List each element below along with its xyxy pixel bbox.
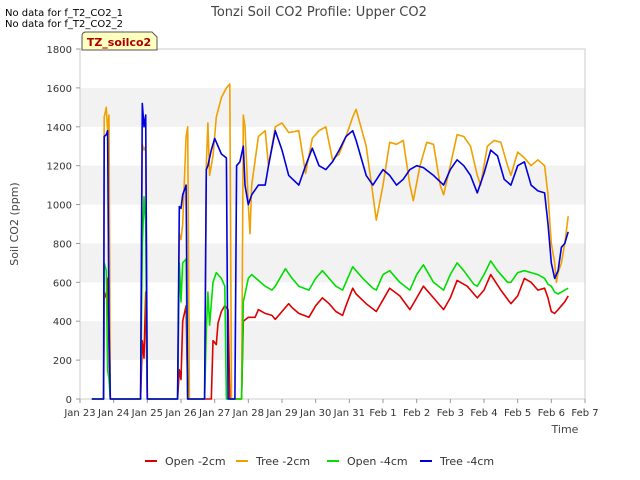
no-data-note-1: No data for f_T2_CO2_1 <box>5 8 123 19</box>
y-tick-label: 400 <box>53 317 72 328</box>
y-tick-label: 1200 <box>47 162 72 173</box>
x-tick-label: Jan 26 <box>164 408 196 419</box>
grid-bands <box>80 87 585 361</box>
plot-frame <box>79 48 586 400</box>
x-tick-label: Feb 5 <box>504 408 531 419</box>
legend-label: Open -2cm <box>165 455 226 468</box>
x-tick-label: Feb 7 <box>571 408 598 419</box>
series-line-open-4cm <box>91 196 569 400</box>
y-tick-label: 1600 <box>47 84 72 95</box>
site-tag-box <box>81 31 158 51</box>
x-tick-label: Feb 4 <box>470 408 497 419</box>
series-line-open-2cm <box>91 273 569 400</box>
x-tick-label: Feb 1 <box>369 408 396 419</box>
y-tick-label: 0 <box>66 395 72 406</box>
x-tick-label: Feb 3 <box>437 408 464 419</box>
y-axis: 0 200 400 600 800 1000 1200 1400 1600 1800 <box>47 45 80 406</box>
y-tick-label: 200 <box>53 356 72 367</box>
y-axis-label: Soil CO2 (ppm) <box>8 182 21 265</box>
x-tick-label: Jan 31 <box>333 408 365 419</box>
no-data-note-2: No data for f_T2_CO2_2 <box>5 19 123 30</box>
x-tick-label: Jan 23 <box>63 408 95 419</box>
x-axis: Jan 23 Jan 24 Jan 25 Jan 26 Jan 27 Jan 28 Jan … <box>63 399 599 419</box>
grid-band <box>80 321 585 361</box>
series-lines <box>91 83 569 400</box>
grid-band <box>80 165 585 205</box>
y-tick-label: 1800 <box>47 45 72 56</box>
x-tick-label: Jan 27 <box>198 408 230 419</box>
grid-band <box>80 243 585 283</box>
x-tick-label: Feb 6 <box>538 408 565 419</box>
x-tick-label: Jan 30 <box>299 408 331 419</box>
y-tick-label: 600 <box>53 278 72 289</box>
site-tag-label: TZ_soilco2 <box>87 36 151 49</box>
legend-label: Tree -4cm <box>439 455 494 468</box>
x-tick-label: Jan 24 <box>97 408 129 419</box>
y-tick-label: 1000 <box>47 201 72 212</box>
legend-label: Open -4cm <box>347 455 408 468</box>
x-axis-label: Time <box>551 423 579 436</box>
x-tick-label: Jan 29 <box>265 408 297 419</box>
site-tag: TZ_soilco2 <box>81 31 158 51</box>
x-tick-label: Jan 28 <box>232 408 264 419</box>
x-tick-label: Jan 25 <box>131 408 163 419</box>
chart-title: Tonzi Soil CO2 Profile: Upper CO2 <box>210 5 427 20</box>
series-line-tree-4cm <box>91 102 569 400</box>
legend: Open -2cm Tree -2cm Open -4cm Tree -4cm <box>145 455 494 468</box>
legend-label: Tree -2cm <box>255 455 310 468</box>
y-tick-label: 800 <box>53 239 72 250</box>
grid-band <box>80 87 585 127</box>
y-tick-label: 1400 <box>47 123 72 134</box>
series-line-tree-2cm <box>91 83 569 400</box>
x-tick-label: Feb 2 <box>403 408 430 419</box>
